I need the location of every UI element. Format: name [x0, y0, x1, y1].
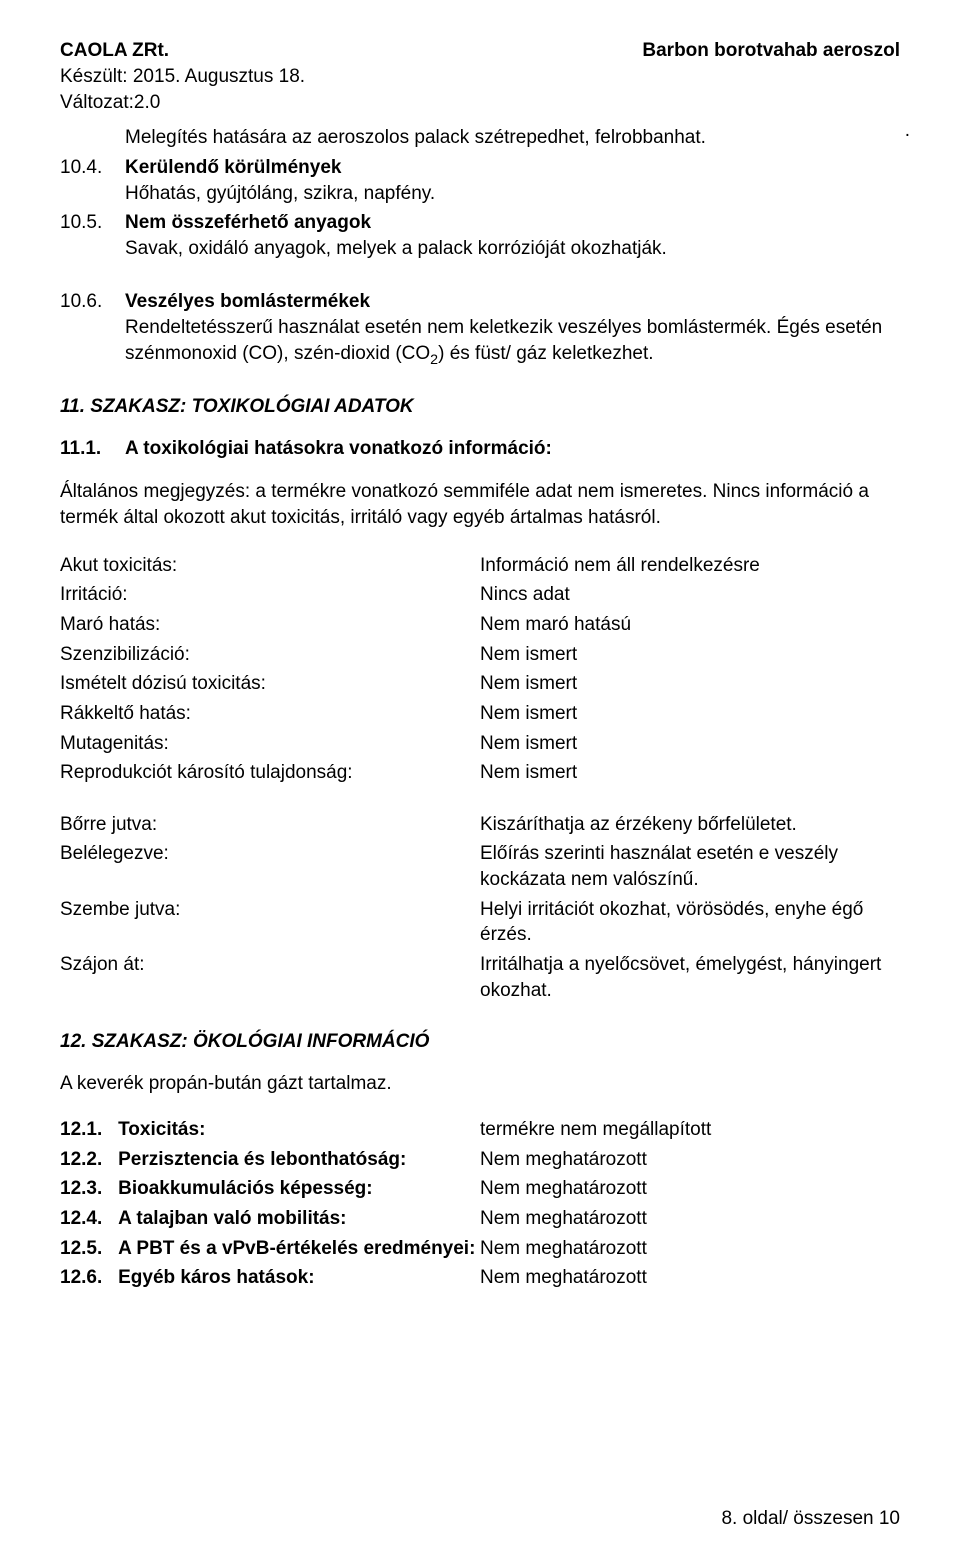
company-name: CAOLA ZRt. [60, 40, 169, 62]
cell-label: Szenzibilizáció: [60, 640, 480, 670]
table-row: Szenzibilizáció:Nem ismert [60, 640, 900, 670]
sec11-1: 11.1. A toxikológiai hatásokra vonatkozó… [60, 436, 900, 462]
sec12-num: 12.3. [60, 1178, 102, 1199]
table-row: Maró hatás:Nem maró hatású [60, 610, 900, 640]
cell-label: 12.3. Bioakkumulációs képesség: [60, 1174, 480, 1204]
sec12-label: Bioakkumulációs képesség: [118, 1178, 373, 1199]
cell-value: Nem meghatározott [480, 1145, 900, 1175]
cell-label: 12.4. A talajban való mobilitás: [60, 1204, 480, 1234]
cell-value: termékre nem megállapított [480, 1115, 900, 1145]
cell-value: Irritálhatja a nyelőcsövet, émelygést, h… [480, 950, 900, 1005]
header-row: CAOLA ZRt. Barbon borotvahab aeroszol [60, 40, 900, 62]
table-row: Mutagenitás:Nem ismert [60, 729, 900, 759]
table-row: Irritáció:Nincs adat [60, 580, 900, 610]
table-row: Szembe jutva:Helyi irritációt okozhat, v… [60, 895, 900, 950]
cell-value: Nem meghatározott [480, 1234, 900, 1264]
sec12-num: 12.6. [60, 1267, 102, 1288]
table-row: 12.4. A talajban való mobilitás: Nem meg… [60, 1204, 900, 1234]
sec11-1-title: A toxikológiai hatásokra vonatkozó infor… [125, 436, 900, 462]
sec12-label: A talajban való mobilitás: [118, 1208, 346, 1229]
cell-label: Rákkeltő hatás: [60, 699, 480, 729]
sec10-6: 10.6. Veszélyes bomlástermékek [60, 289, 900, 315]
cell-value: Nem ismert [480, 699, 900, 729]
cell-value: Nem meghatározott [480, 1263, 900, 1293]
sec12-num: 12.5. [60, 1238, 102, 1259]
sec11-table1: Akut toxicitás:Információ nem áll rendel… [60, 551, 900, 788]
table-row: Ismételt dózisú toxicitás:Nem ismert [60, 669, 900, 699]
sec12-table: 12.1. Toxicitás: termékre nem megállapít… [60, 1115, 900, 1293]
cell-label: Akut toxicitás: [60, 551, 480, 581]
table-row: Belélegezve:Előírás szerinti használat e… [60, 839, 900, 894]
cell-label: Ismételt dózisú toxicitás: [60, 669, 480, 699]
sec12-num: 12.2. [60, 1149, 102, 1170]
cell-label: 12.5. A PBT és a vPvB-értékelés eredmény… [60, 1234, 480, 1264]
sec10-4-text: Hőhatás, gyújtóláng, szikra, napfény. [125, 181, 900, 207]
table-row: 12.3. Bioakkumulációs képesség: Nem megh… [60, 1174, 900, 1204]
table-row: Reprodukciót károsító tulajdonság:Nem is… [60, 758, 900, 788]
sec10-6-num: 10.6. [60, 289, 125, 315]
version: Változat:2.0 [60, 90, 900, 116]
cell-value: Nem ismert [480, 669, 900, 699]
cell-value: Nem ismert [480, 758, 900, 788]
sec12-label: A PBT és a vPvB-értékelés eredményei: [118, 1238, 475, 1259]
cell-label: Mutagenitás: [60, 729, 480, 759]
table-row: 12.1. Toxicitás: termékre nem megállapít… [60, 1115, 900, 1145]
cell-value: Nem ismert [480, 640, 900, 670]
sec12-label: Toxicitás: [118, 1119, 205, 1140]
sec10-6-text: Rendeltetésszerű használat esetén nem ke… [125, 315, 900, 370]
sec12-heading: 12. SZAKASZ: ÖKOLÓGIAI INFORMÁCIÓ [60, 1031, 900, 1053]
cell-label: 12.2. Perzisztencia és lebonthatóság: [60, 1145, 480, 1175]
sec10-5-text: Savak, oxidáló anyagok, melyek a palack … [125, 236, 900, 262]
cell-label: 12.1. Toxicitás: [60, 1115, 480, 1145]
sec10-6-text-b: ) és füst/ gáz keletkezhet. [438, 343, 653, 364]
cell-label: 12.6. Egyéb káros hatások: [60, 1263, 480, 1293]
co2-subscript: 2 [430, 352, 438, 368]
table-row: 12.5. A PBT és a vPvB-értékelés eredmény… [60, 1234, 900, 1264]
sec12-label: Perzisztencia és lebonthatóság: [118, 1149, 406, 1170]
sec11-heading: 11. SZAKASZ: TOXIKOLÓGIAI ADATOK [60, 396, 900, 418]
cell-label: Szájon át: [60, 950, 480, 1005]
cell-value: Nem meghatározott [480, 1204, 900, 1234]
sec10-6-title: Veszélyes bomlástermékek [125, 289, 900, 315]
sec10-4-title: Kerülendő körülmények [125, 155, 900, 181]
cell-label: Maró hatás: [60, 610, 480, 640]
sec10-intro: Melegítés hatására az aeroszolos palack … [125, 125, 900, 151]
product-name: Barbon borotvahab aeroszol [642, 40, 900, 62]
stray-dot: . [905, 120, 910, 142]
sec10-5-num: 10.5. [60, 210, 125, 236]
cell-label: Szembe jutva: [60, 895, 480, 950]
cell-value: Nincs adat [480, 580, 900, 610]
sec11-general: Általános megjegyzés: a termékre vonatko… [60, 479, 900, 530]
sec10-4: 10.4. Kerülendő körülmények [60, 155, 900, 181]
table-row: Bőrre jutva:Kiszáríthatja az érzékeny bő… [60, 810, 900, 840]
cell-value: Előírás szerinti használat esetén e vesz… [480, 839, 900, 894]
table-row: 12.6. Egyéb káros hatások: Nem meghatáro… [60, 1263, 900, 1293]
sec11-table2: Bőrre jutva:Kiszáríthatja az érzékeny bő… [60, 810, 900, 1005]
cell-label: Reprodukciót károsító tulajdonság: [60, 758, 480, 788]
cell-label: Irritáció: [60, 580, 480, 610]
sec12-num: 12.4. [60, 1208, 102, 1229]
cell-value: Kiszáríthatja az érzékeny bőrfelületet. [480, 810, 900, 840]
cell-value: Nem maró hatású [480, 610, 900, 640]
cell-value: Információ nem áll rendelkezésre [480, 551, 900, 581]
prepared-date: Készült: 2015. Augusztus 18. [60, 64, 900, 90]
table-row: Szájon át:Irritálhatja a nyelőcsövet, ém… [60, 950, 900, 1005]
table-row: 12.2. Perzisztencia és lebonthatóság: Ne… [60, 1145, 900, 1175]
cell-label: Belélegezve: [60, 839, 480, 894]
table-row: Rákkeltő hatás:Nem ismert [60, 699, 900, 729]
cell-value: Nem meghatározott [480, 1174, 900, 1204]
cell-value: Nem ismert [480, 729, 900, 759]
sec10-5-title: Nem összeférhető anyagok [125, 210, 900, 236]
page-footer: 8. oldal/ összesen 10 [721, 1508, 900, 1530]
sec12-num: 12.1. [60, 1119, 102, 1140]
cell-value: Helyi irritációt okozhat, vörösödés, eny… [480, 895, 900, 950]
page: . CAOLA ZRt. Barbon borotvahab aeroszol … [0, 0, 960, 1560]
sec10-4-num: 10.4. [60, 155, 125, 181]
sec11-1-num: 11.1. [60, 436, 125, 462]
sec10-5: 10.5. Nem összeférhető anyagok [60, 210, 900, 236]
sec12-intro: A keverék propán-bután gázt tartalmaz. [60, 1071, 900, 1097]
sec12-label: Egyéb káros hatások: [118, 1267, 314, 1288]
table-row: Akut toxicitás:Információ nem áll rendel… [60, 551, 900, 581]
cell-label: Bőrre jutva: [60, 810, 480, 840]
